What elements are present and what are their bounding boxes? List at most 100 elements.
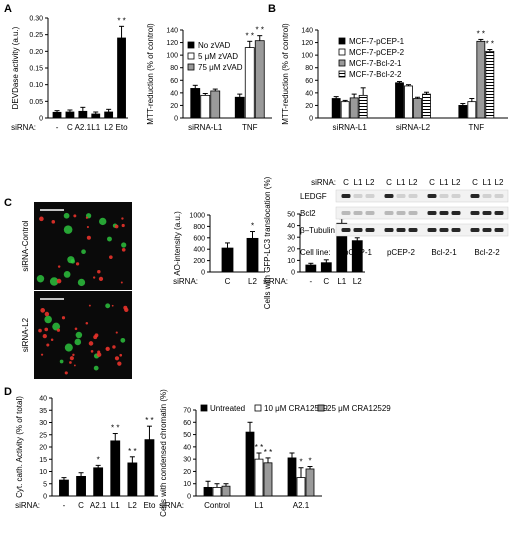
- blot-lane-label: C: [386, 178, 392, 187]
- green-cell: [99, 217, 107, 226]
- legend-entry-A2: No zVAD: [198, 41, 231, 50]
- blot-band: [365, 228, 375, 232]
- blot-band: [470, 211, 480, 215]
- legend-entry-B1: MCF-7-pCEP-2: [349, 48, 405, 57]
- significance-D2: * *: [255, 443, 263, 452]
- group-label-D2: A2.1: [293, 501, 310, 510]
- bar-B1: [485, 50, 495, 119]
- bar-A1: [78, 110, 88, 119]
- x-tick-label-D1: A2.1: [90, 501, 107, 510]
- green-cell: [105, 303, 111, 309]
- red-vesicle: [96, 352, 102, 357]
- legend-entry-D2: 10 μM CRA12529: [264, 404, 328, 413]
- red-vesicle: [97, 270, 101, 274]
- bar-D1: [59, 479, 69, 497]
- blot-band: [396, 194, 406, 198]
- blot-band: [408, 211, 418, 215]
- x-tick-label-C2: L1: [337, 277, 346, 286]
- y-tick-label-A2: 120: [166, 40, 178, 47]
- y-tick-label-B1: 120: [301, 40, 313, 47]
- red-vesicle: [69, 361, 72, 364]
- legend-entry-A2: 5 μM zVAD: [198, 52, 238, 61]
- panel-label-c: C: [4, 197, 12, 209]
- legend-swatch-A2: [187, 52, 195, 60]
- bar-D1: [76, 475, 86, 497]
- x-tick-label-D1: Eto: [143, 501, 156, 510]
- blot-band: [353, 228, 363, 232]
- green-cell: [52, 322, 61, 331]
- red-vesicle: [57, 265, 61, 268]
- blot-cellline: Bcl-2-1: [431, 248, 457, 257]
- bar-A2: [190, 88, 201, 119]
- blot-band: [341, 194, 351, 198]
- bar-A2: [244, 47, 255, 119]
- y-tick-label-D1: 0: [43, 494, 47, 501]
- y-axis-label-D1: Cyt. cath. Activity (% of total): [15, 396, 24, 498]
- red-vesicle: [40, 353, 44, 356]
- legend-swatch-B1: [338, 70, 346, 78]
- blot-band: [408, 194, 418, 198]
- legend-entry-D2: Untreated: [210, 404, 245, 413]
- blot-band: [482, 194, 492, 198]
- y-tick-label-B1: 80: [305, 65, 313, 72]
- legend-swatch-B1: [338, 37, 346, 45]
- blot-band: [451, 211, 461, 215]
- blot-lane-label: L1: [354, 178, 363, 187]
- y-axis-label-C1: AO-intensity (a.u.): [173, 211, 182, 276]
- blot-strip: [335, 189, 509, 203]
- micrograph-label: siRNA-L2: [21, 317, 30, 352]
- bar-A1: [91, 113, 101, 119]
- green-cell: [120, 337, 126, 343]
- green-cell: [36, 275, 45, 283]
- blot-band: [341, 228, 351, 232]
- blot-band: [482, 228, 492, 232]
- legend-entry-D2: 25 μM CRA12529: [327, 404, 391, 413]
- blot-band: [451, 194, 461, 198]
- blot-row-label: Bcl2: [300, 209, 316, 218]
- red-vesicle: [44, 311, 50, 317]
- bar-B1: [476, 40, 486, 119]
- green-cell: [64, 343, 73, 352]
- red-vesicle: [114, 224, 119, 229]
- red-vesicle: [105, 347, 108, 350]
- bar-B1: [467, 101, 477, 119]
- blot-band: [439, 194, 449, 198]
- blot-sirna-label: siRNA:: [311, 178, 336, 187]
- x-tick-label-D1: C: [78, 501, 84, 510]
- y-tick-label-C1: 400: [193, 247, 205, 254]
- bar-D2: [287, 457, 297, 497]
- legend-entry-B1: MCF-7-Bcl-2-2: [349, 70, 402, 79]
- y-tick-label-A1: 0.10: [29, 82, 43, 89]
- bar-D2: [203, 486, 213, 497]
- red-vesicle: [73, 364, 76, 367]
- bar-A2: [234, 96, 245, 119]
- x-tick-label-A1: L1: [91, 123, 100, 132]
- y-axis-label-C2: Cells with GFP-LC3 translocation (%): [263, 176, 272, 309]
- red-vesicle: [86, 235, 91, 240]
- blot-lane-label: L2: [452, 178, 461, 187]
- y-tick-label-D2: 70: [183, 408, 191, 415]
- y-tick-label-A2: 140: [166, 28, 178, 35]
- blot-band: [470, 194, 480, 198]
- y-axis-label-A1: DEVDase activity (a.u.): [11, 26, 20, 109]
- red-vesicle: [44, 327, 49, 332]
- y-tick-label-D1: 20: [39, 445, 47, 452]
- green-cell: [74, 338, 82, 346]
- green-cell: [49, 277, 59, 286]
- y-tick-label-D1: 5: [43, 481, 47, 488]
- legend-entry-A2: 75 μM zVAD: [198, 63, 243, 72]
- blot-band: [384, 211, 394, 215]
- x-prefix-A1: siRNA:: [11, 123, 36, 132]
- y-tick-label-D2: 60: [183, 420, 191, 427]
- x-tick-label-C2: -: [309, 277, 312, 286]
- blot-band: [396, 211, 406, 215]
- group-label-A2: siRNA-L1: [188, 123, 223, 132]
- bar-D2: [296, 477, 306, 497]
- blot-band: [353, 194, 363, 198]
- bar-D1: [144, 439, 155, 497]
- red-vesicle: [121, 223, 125, 228]
- red-vesicle: [85, 216, 89, 219]
- bar-D2: [212, 486, 222, 497]
- bar-D2: [221, 485, 231, 497]
- significance-A2: * *: [246, 31, 254, 40]
